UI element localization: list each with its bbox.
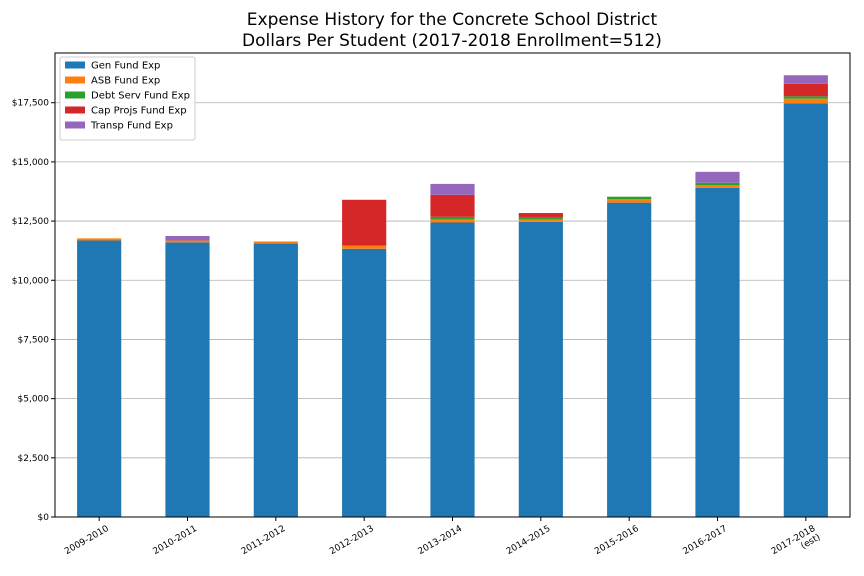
x-tick-label: 2013-2014 xyxy=(417,524,465,557)
legend-label: Gen Fund Exp xyxy=(91,61,160,72)
bar-segment-cap-projs-fund-exp xyxy=(518,213,563,218)
legend-label: Debt Serv Fund Exp xyxy=(91,91,190,102)
bar-segment-gen-fund-exp xyxy=(165,242,210,517)
legend-swatch xyxy=(65,76,85,84)
bar-segment-cap-projs-fund-exp xyxy=(342,199,387,246)
x-tick-label: 2011-2012 xyxy=(240,524,287,557)
x-tick-label-line: 2012-2013 xyxy=(328,524,375,557)
x-tick-label-line: 2014-2015 xyxy=(505,524,552,557)
bar-segment-gen-fund-exp xyxy=(253,243,298,518)
bar-segment-gen-fund-exp xyxy=(77,240,122,517)
x-axis: 2009-2010 2010-2011 2011-2012 2012-2013 2013… xyxy=(63,517,823,566)
x-tick-label: 2017-2018(est) xyxy=(770,524,823,566)
y-axis: $0 $2,500 $5,000 $7,500 $10,000 $12,500 $15,00… xyxy=(12,99,55,523)
bar-segment-asb-fund-exp xyxy=(783,98,828,104)
bar-segment-gen-fund-exp xyxy=(783,103,828,517)
chart-title: Expense History for the Concrete School … xyxy=(247,10,658,30)
y-tick-label: $15,000 xyxy=(12,158,49,168)
bar-segment-gen-fund-exp xyxy=(342,248,387,517)
bar-segment-asb-fund-exp xyxy=(253,241,298,244)
legend-swatch xyxy=(65,121,85,129)
bar-segment-debt-serv-fund-exp xyxy=(518,217,563,220)
legend-label: ASB Fund Exp xyxy=(91,76,160,87)
legend: Gen Fund Exp ASB Fund Exp Debt Serv Fund E… xyxy=(59,56,196,141)
bar-segment-transp-fund-exp xyxy=(695,171,740,183)
y-tick-label: $7,500 xyxy=(18,335,50,345)
legend-swatch xyxy=(65,106,85,114)
legend-label: Transp Fund Exp xyxy=(90,121,173,132)
x-tick-label-line: 2016-2017 xyxy=(682,524,729,557)
bar-segment-debt-serv-fund-exp xyxy=(695,182,740,186)
y-tick-label: $0 xyxy=(38,513,50,523)
x-tick-label-line: 2015-2016 xyxy=(593,524,641,557)
bar-segment-transp-fund-exp xyxy=(430,183,475,195)
bar-segment-cap-projs-fund-exp xyxy=(430,194,475,217)
bar-segment-gen-fund-exp xyxy=(695,187,740,517)
bar-segment-transp-fund-exp xyxy=(783,75,828,84)
legend-swatch xyxy=(65,91,85,99)
bar-segment-gen-fund-exp xyxy=(430,222,475,517)
bar-segment-debt-serv-fund-exp xyxy=(430,216,475,220)
x-tick-label-line: 2009-2010 xyxy=(63,524,111,557)
chart-subtitle: Dollars Per Student (2017-2018 Enrollmen… xyxy=(242,31,662,51)
bar-segment-asb-fund-exp xyxy=(165,240,210,243)
x-tick-label-line: 2010-2011 xyxy=(152,524,199,557)
x-tick-label: 2012-2013 xyxy=(328,524,375,557)
bar-segment-asb-fund-exp xyxy=(695,185,740,188)
bar-segment-asb-fund-exp xyxy=(607,199,652,203)
y-tick-label: $17,500 xyxy=(12,99,49,109)
legend-swatch xyxy=(65,61,85,69)
bar-segment-asb-fund-exp xyxy=(430,219,475,223)
bar-segment-gen-fund-exp xyxy=(607,202,652,517)
y-tick-label: $12,500 xyxy=(12,217,49,227)
x-tick-label: 2010-2011 xyxy=(152,524,199,557)
bar-segment-asb-fund-exp xyxy=(518,219,563,222)
x-tick-label: 2014-2015 xyxy=(505,524,552,557)
x-tick-label-line: 2013-2014 xyxy=(417,524,465,557)
x-tick-label: 2015-2016 xyxy=(593,524,641,557)
y-tick-label: $5,000 xyxy=(18,395,50,405)
x-tick-label: 2009-2010 xyxy=(63,524,111,557)
x-tick-label: 2016-2017 xyxy=(682,524,729,557)
bar-segment-asb-fund-exp xyxy=(77,238,122,241)
legend-label: Cap Projs Fund Exp xyxy=(91,106,187,117)
y-tick-label: $2,500 xyxy=(18,454,50,464)
bar-segment-asb-fund-exp xyxy=(342,245,387,249)
bar-segment-cap-projs-fund-exp xyxy=(783,83,828,97)
x-tick-label-line: 2011-2012 xyxy=(240,524,287,557)
bar-segment-transp-fund-exp xyxy=(165,235,210,241)
legend-box xyxy=(59,56,196,141)
bars xyxy=(77,75,828,518)
y-tick-label: $10,000 xyxy=(12,276,49,286)
bar-segment-gen-fund-exp xyxy=(518,221,563,517)
bar-segment-debt-serv-fund-exp xyxy=(783,96,828,99)
bar-segment-debt-serv-fund-exp xyxy=(607,196,652,200)
